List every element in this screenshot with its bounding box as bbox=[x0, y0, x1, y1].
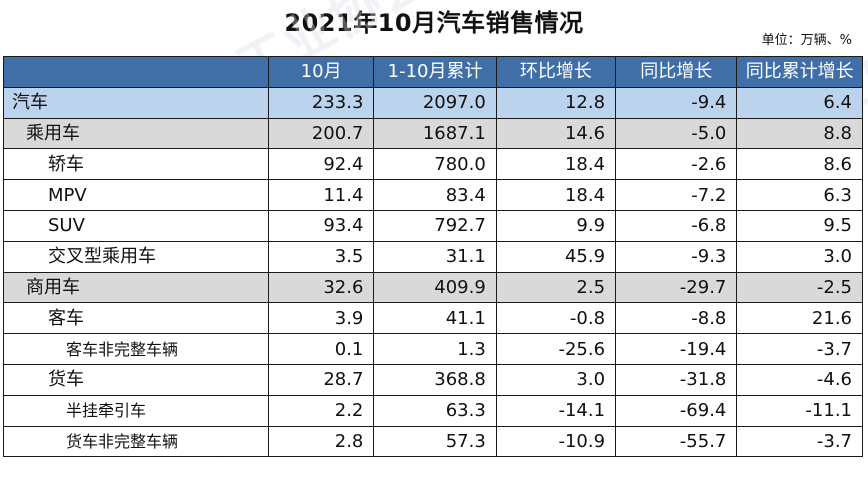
value-cell: 792.7 bbox=[373, 209, 497, 242]
value-cell: -4.6 bbox=[736, 363, 863, 396]
value-cell: 8.6 bbox=[736, 148, 863, 181]
value-cell: -29.7 bbox=[615, 271, 738, 304]
value-cell: -69.4 bbox=[615, 394, 738, 427]
header-cell-mom-growth: 环比增长 bbox=[495, 56, 617, 88]
header-cell-category bbox=[3, 56, 269, 88]
value-cell: 3.0 bbox=[736, 240, 863, 273]
table-body: 汽车 233.3 2097.0 12.8 -9.4 6.4 乘用车 200.7 1687.1 14… bbox=[3, 86, 863, 458]
value-cell: 1.3 bbox=[373, 333, 497, 365]
value-cell: 93.4 bbox=[267, 209, 375, 242]
row-label: 客车非完整车辆 bbox=[3, 333, 269, 365]
value-cell: 57.3 bbox=[373, 425, 497, 458]
value-cell: 6.3 bbox=[736, 179, 863, 211]
value-cell: 780.0 bbox=[373, 148, 497, 181]
value-cell: 2097.0 bbox=[373, 86, 497, 119]
header-cell-yoy-cumulative-growth: 同比累计增长 bbox=[736, 56, 863, 88]
table-row: MPV 11.4 83.4 18.4 -7.2 6.3 bbox=[3, 179, 863, 211]
header-cell-yoy-growth: 同比增长 bbox=[615, 56, 738, 88]
value-cell: 0.1 bbox=[267, 333, 375, 365]
value-cell: -2.5 bbox=[736, 271, 863, 304]
value-cell: -7.2 bbox=[615, 179, 738, 211]
value-cell: 28.7 bbox=[267, 363, 375, 396]
value-cell: -0.8 bbox=[495, 302, 617, 335]
header-cell-month: 10月 bbox=[267, 56, 375, 88]
row-label: 货车非完整车辆 bbox=[3, 425, 269, 458]
table-row: 客车非完整车辆 0.1 1.3 -25.6 -19.4 -3.7 bbox=[3, 333, 863, 365]
value-cell: 1687.1 bbox=[373, 117, 497, 150]
table-header-row: 10月 1-10月累计 环比增长 同比增长 同比累计增长 bbox=[3, 56, 863, 88]
table-row: 半挂牵引车 2.2 63.3 -14.1 -69.4 -11.1 bbox=[3, 394, 863, 427]
row-label: 半挂牵引车 bbox=[3, 394, 269, 427]
row-label: 乘用车 bbox=[3, 117, 269, 150]
header-cell-cumulative: 1-10月累计 bbox=[373, 56, 497, 88]
unit-note: 单位：万辆、% bbox=[761, 33, 852, 48]
value-cell: 21.6 bbox=[736, 302, 863, 335]
row-label: 客车 bbox=[3, 302, 269, 335]
value-cell: -9.4 bbox=[615, 86, 738, 119]
value-cell: -8.8 bbox=[615, 302, 738, 335]
value-cell: -3.7 bbox=[736, 425, 863, 458]
value-cell: 11.4 bbox=[267, 179, 375, 211]
value-cell: 8.8 bbox=[736, 117, 863, 150]
value-cell: -25.6 bbox=[495, 333, 617, 365]
row-label: 轿车 bbox=[3, 148, 269, 181]
value-cell: 200.7 bbox=[267, 117, 375, 150]
value-cell: 14.6 bbox=[495, 117, 617, 150]
value-cell: -55.7 bbox=[615, 425, 738, 458]
row-label: 商用车 bbox=[3, 271, 269, 304]
table-row: 轿车 92.4 780.0 18.4 -2.6 8.6 bbox=[3, 148, 863, 181]
value-cell: -9.3 bbox=[615, 240, 738, 273]
value-cell: 12.8 bbox=[495, 86, 617, 119]
value-cell: -3.7 bbox=[736, 333, 863, 365]
value-cell: -14.1 bbox=[495, 394, 617, 427]
value-cell: 83.4 bbox=[373, 179, 497, 211]
value-cell: -11.1 bbox=[736, 394, 863, 427]
value-cell: -19.4 bbox=[615, 333, 738, 365]
value-cell: 92.4 bbox=[267, 148, 375, 181]
value-cell: 2.8 bbox=[267, 425, 375, 458]
value-cell: -5.0 bbox=[615, 117, 738, 150]
value-cell: 2.5 bbox=[495, 271, 617, 304]
row-label: MPV bbox=[3, 179, 269, 211]
value-cell: 9.9 bbox=[495, 209, 617, 242]
value-cell: 31.1 bbox=[373, 240, 497, 273]
value-cell: 233.3 bbox=[267, 86, 375, 119]
table-row: 客车 3.9 41.1 -0.8 -8.8 21.6 bbox=[3, 302, 863, 335]
value-cell: 6.4 bbox=[736, 86, 863, 119]
value-cell: 3.0 bbox=[495, 363, 617, 396]
sales-table: 10月 1-10月累计 环比增长 同比增长 同比累计增长 汽车 233.3 2097… bbox=[3, 56, 863, 458]
table-row: 交叉型乘用车 3.5 31.1 45.9 -9.3 3.0 bbox=[3, 240, 863, 273]
page-title: 2021年10月汽车销售情况 bbox=[284, 9, 584, 37]
table-row: SUV 93.4 792.7 9.9 -6.8 9.5 bbox=[3, 209, 863, 242]
table-row: 汽车 233.3 2097.0 12.8 -9.4 6.4 bbox=[3, 86, 863, 119]
row-label: 汽车 bbox=[3, 86, 269, 119]
row-label: SUV bbox=[3, 209, 269, 242]
table-row: 货车 28.7 368.8 3.0 -31.8 -4.6 bbox=[3, 363, 863, 396]
value-cell: 3.5 bbox=[267, 240, 375, 273]
value-cell: -2.6 bbox=[615, 148, 738, 181]
value-cell: 2.2 bbox=[267, 394, 375, 427]
value-cell: 3.9 bbox=[267, 302, 375, 335]
row-label: 交叉型乘用车 bbox=[3, 240, 269, 273]
value-cell: 18.4 bbox=[495, 179, 617, 211]
value-cell: 409.9 bbox=[373, 271, 497, 304]
table-row: 商用车 32.6 409.9 2.5 -29.7 -2.5 bbox=[3, 271, 863, 304]
value-cell: -31.8 bbox=[615, 363, 738, 396]
value-cell: 41.1 bbox=[373, 302, 497, 335]
table-row: 货车非完整车辆 2.8 57.3 -10.9 -55.7 -3.7 bbox=[3, 425, 863, 458]
value-cell: 368.8 bbox=[373, 363, 497, 396]
value-cell: -10.9 bbox=[495, 425, 617, 458]
value-cell: 45.9 bbox=[495, 240, 617, 273]
row-label: 货车 bbox=[3, 363, 269, 396]
value-cell: 9.5 bbox=[736, 209, 863, 242]
value-cell: 32.6 bbox=[267, 271, 375, 304]
value-cell: 63.3 bbox=[373, 394, 497, 427]
value-cell: -6.8 bbox=[615, 209, 738, 242]
value-cell: 18.4 bbox=[495, 148, 617, 181]
table-row: 乘用车 200.7 1687.1 14.6 -5.0 8.8 bbox=[3, 117, 863, 150]
